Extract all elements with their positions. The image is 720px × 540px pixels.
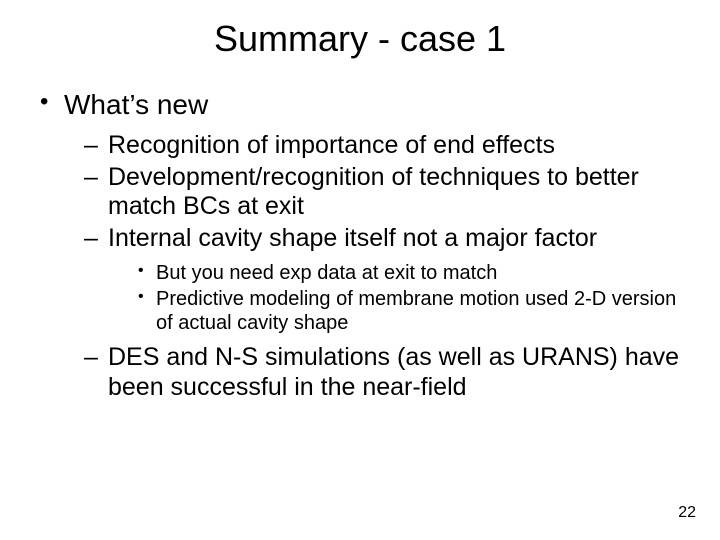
list-item: Recognition of importance of end effects bbox=[64, 131, 686, 161]
list-item: But you need exp data at exit to match bbox=[108, 261, 686, 285]
bullet-list-level1: What’s new Recognition of importance of … bbox=[34, 88, 686, 402]
list-item: Predictive modeling of membrane motion u… bbox=[108, 287, 686, 335]
l2-text: Development/recognition of techniques to… bbox=[108, 163, 639, 221]
bullet-list-level3: But you need exp data at exit to match P… bbox=[108, 261, 686, 335]
l1-text: What’s new bbox=[64, 89, 208, 120]
list-item: What’s new Recognition of importance of … bbox=[34, 88, 686, 402]
list-item: DES and N-S simulations (as well as URAN… bbox=[64, 343, 686, 402]
slide-body: What’s new Recognition of importance of … bbox=[0, 60, 720, 402]
slide-title: Summary - case 1 bbox=[0, 0, 720, 60]
slide: Summary - case 1 What’s new Recognition … bbox=[0, 0, 720, 540]
bullet-list-level2: Recognition of importance of end effects… bbox=[64, 131, 686, 402]
page-number: 22 bbox=[678, 504, 696, 522]
l2-text: Internal cavity shape itself not a major… bbox=[108, 224, 597, 252]
list-item: Internal cavity shape itself not a major… bbox=[64, 224, 686, 336]
l2-text: DES and N-S simulations (as well as URAN… bbox=[108, 343, 679, 401]
l3-text: Predictive modeling of membrane motion u… bbox=[156, 288, 676, 334]
l2-text: Recognition of importance of end effects bbox=[108, 131, 555, 159]
list-item: Development/recognition of techniques to… bbox=[64, 163, 686, 222]
l3-text: But you need exp data at exit to match bbox=[156, 262, 497, 284]
